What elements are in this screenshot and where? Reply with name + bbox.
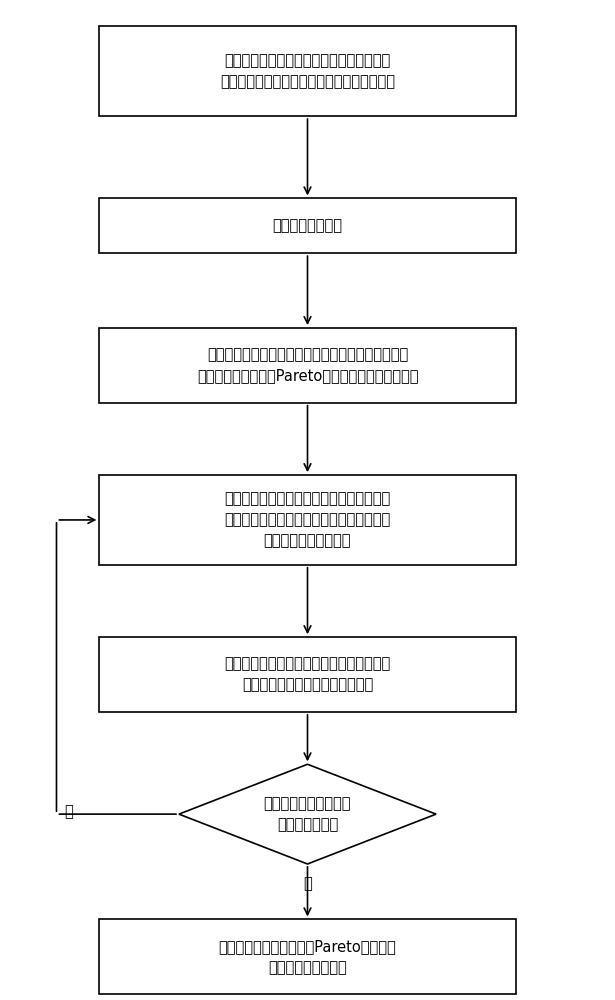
FancyBboxPatch shape (100, 328, 515, 403)
Text: 否: 否 (65, 805, 73, 820)
FancyBboxPatch shape (100, 475, 515, 565)
Text: 初始化，读取柔性作业车间的作业和机器属
性等输入信息；定义优化目标，设定约束条件: 初始化，读取柔性作业车间的作业和机器属 性等输入信息；定义优化目标，设定约束条件 (220, 53, 395, 89)
FancyBboxPatch shape (100, 637, 515, 712)
Text: 初始化算法的参数: 初始化算法的参数 (272, 218, 343, 233)
FancyBboxPatch shape (100, 26, 515, 116)
FancyBboxPatch shape (100, 198, 515, 253)
Text: 生成子代群体。进行交配选择，采用自适应
变异算子和基于修复的交叉算子繁殖子代个
体，并更新外部存储器: 生成子代群体。进行交配选择，采用自适应 变异算子和基于修复的交叉算子繁殖子代个 … (224, 491, 391, 548)
FancyBboxPatch shape (100, 919, 515, 994)
Text: 是: 是 (303, 876, 312, 891)
Text: 判断个体目标评价次数
是否达到最大？: 判断个体目标评价次数 是否达到最大？ (264, 796, 351, 832)
Polygon shape (179, 764, 436, 864)
Text: 确定每个子问题的邻域，产生初始父代群体，从初始
群体中确定出所有的Pareto非支配解构成外部存储器: 确定每个子问题的邻域，产生初始父代群体，从初始 群体中确定出所有的Pareto非… (197, 347, 418, 383)
Text: 输出外部存储器，即一组Pareto非支配的
柔性作业车间调度解: 输出外部存储器，即一组Pareto非支配的 柔性作业车间调度解 (218, 939, 397, 975)
Text: 利用生成的子代群体对各子问题的当前最优
个体进行更新，构成新的父代群体: 利用生成的子代群体对各子问题的当前最优 个体进行更新，构成新的父代群体 (224, 657, 391, 693)
